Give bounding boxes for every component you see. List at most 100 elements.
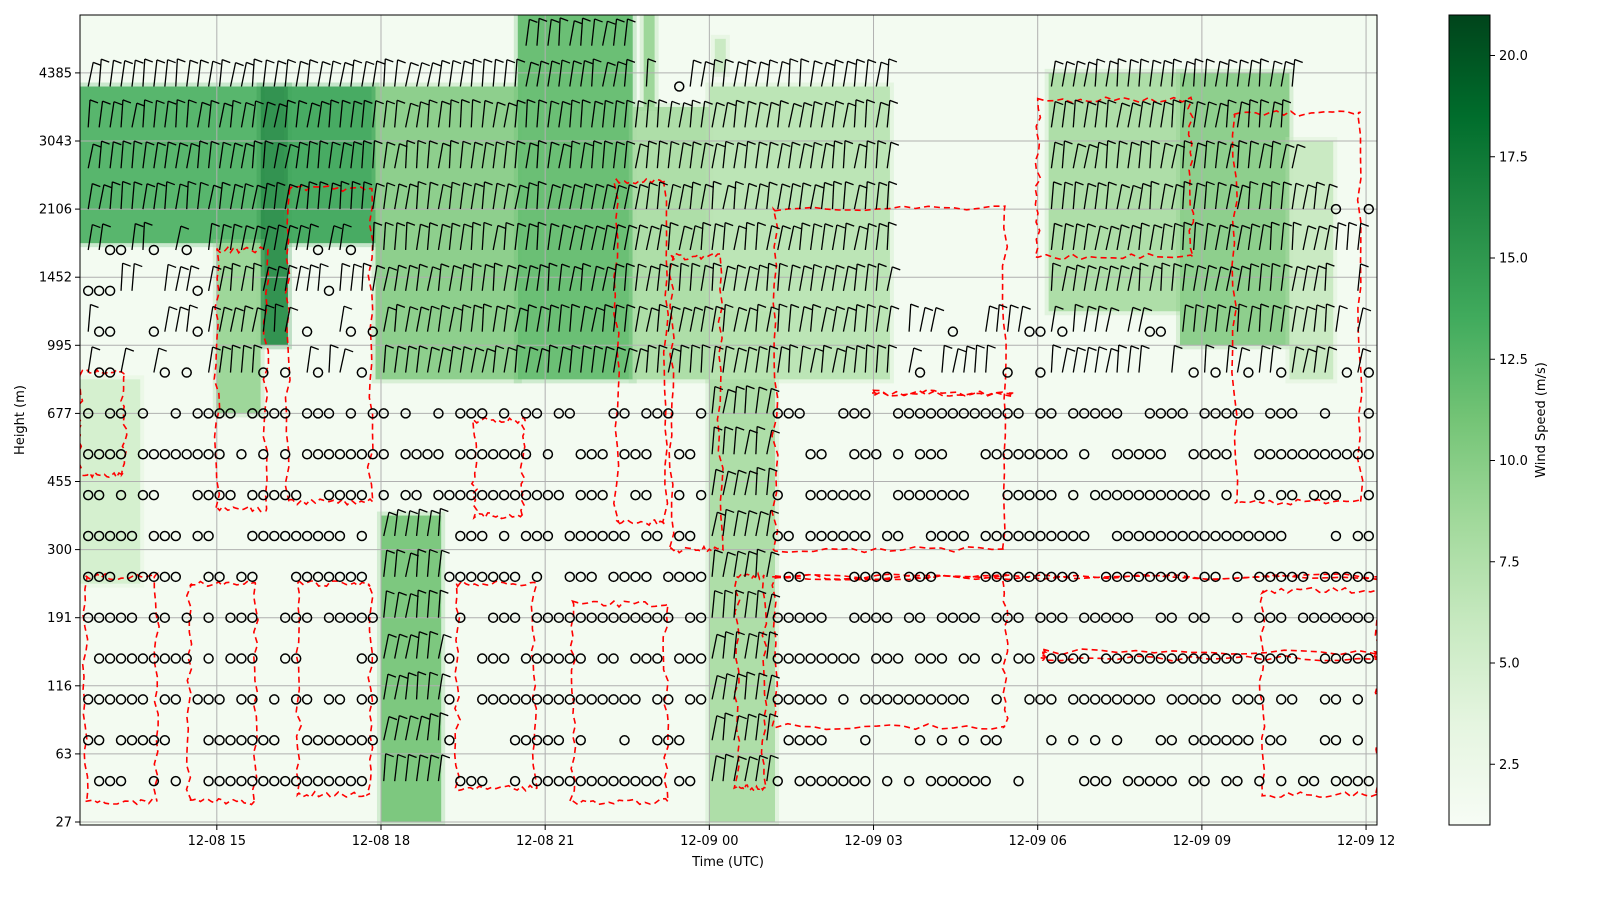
calm-circle [203,408,214,419]
calm-circle [652,612,663,623]
calm-circle [356,612,368,623]
wind-barb-flag [704,100,713,105]
wind-barb [175,99,178,128]
calm-circle [1286,449,1298,460]
calm-circle [619,530,630,542]
wind-barb [1247,263,1252,291]
wind-barb-flag [867,59,877,64]
wind-barb-flag [1087,223,1097,228]
calm-circle [980,408,991,419]
wind-barb [1083,223,1089,251]
wind-barb-flag [1130,59,1139,64]
wind-barb [722,712,726,741]
wind-barb-flag [824,223,834,228]
wind-barb-flag [528,304,537,309]
calm-circle [783,694,794,705]
wind-barb [809,304,814,332]
calm-circle [82,285,94,297]
wind-barb-flag [332,60,342,65]
wind-barb-flag [122,99,132,104]
wind-barb-flag [639,183,649,189]
wind-barb-flag [453,306,463,311]
axes-layer: 12-08 15 12-08 18 12-08 21 12-09 00 12-09 03… [39,14,1395,849]
x-tick-label: 12-08 21 [516,834,574,849]
wind-barb-flag [702,344,711,349]
wind-barb [415,62,423,87]
wind-barb-flag [1317,345,1326,350]
wind-barb [623,100,628,128]
calm-circle [247,408,258,419]
wind-barb [339,306,345,332]
wind-barb-flag [856,304,866,309]
wind-barb-flag [417,671,427,676]
calm-circle [1199,612,1210,623]
wind-barb-flag [213,265,222,270]
calm-circle [356,449,368,460]
wind-barb [131,263,135,291]
calm-circle [860,449,871,460]
wind-barb-flag [442,183,452,189]
wind-barb [262,304,267,332]
wind-barb [1171,59,1175,87]
wind-barb-flag [812,303,822,309]
wind-barb-flag [759,672,768,677]
wind-barb [820,345,825,373]
wind-barb-flag [309,181,318,186]
calm-circle [1100,489,1112,501]
calm-circle [794,612,805,623]
wind-barb [744,347,750,373]
wind-barb [788,264,794,291]
wind-barb [733,386,738,414]
wind-barb [153,100,158,128]
wind-barb-flag [714,426,723,431]
wind-barb [766,429,773,455]
calm-circle [290,694,302,705]
wind-barb-flag [245,142,255,147]
wind-barb-flag [102,223,111,228]
wind-barb [569,60,575,87]
wind-barb-flag [289,306,299,311]
calm-circle [805,775,816,787]
wind-barb [700,265,706,291]
calm-circle [520,530,532,542]
wind-barb [875,223,881,251]
calm-circle [586,612,597,623]
calm-circle [356,653,368,664]
wind-barb [459,60,466,87]
wind-barb-flag [1142,182,1152,188]
wind-barb [394,754,399,782]
wind-barb-flag [224,306,233,311]
calm-circle [93,735,105,746]
wind-barb [361,140,365,169]
calm-circle [816,694,827,705]
wind-barb [1061,348,1068,373]
calm-circle [553,489,565,501]
wind-barb [591,345,596,373]
wind-barb-flag [505,221,515,227]
calm-circle [170,775,182,787]
calm-circle [367,694,379,705]
wind-barb [404,103,412,128]
calm-circle [400,408,411,419]
wind-barb [218,307,225,332]
wind-barb [153,142,159,169]
wind-barb-flag [650,265,660,270]
wind-barb [656,263,661,291]
wind-barb-flag [529,223,538,228]
wind-barb-flag [585,224,594,229]
wind-barb [1171,223,1176,251]
wind-barb [592,0,596,5]
wind-barb-flag [725,303,734,309]
wind-barb-flag [257,184,266,189]
speed-region-fringe [376,511,446,825]
calm-circle [805,735,816,746]
wind-barb-flag [494,262,503,267]
calm-circle [148,326,160,337]
calm-circle [115,449,127,460]
wind-barb [601,266,609,291]
calm-circle [553,735,565,746]
calm-circle [225,408,236,419]
wind-barb [514,100,519,128]
calm-circle [652,530,663,542]
wind-barb-flag [91,346,101,351]
